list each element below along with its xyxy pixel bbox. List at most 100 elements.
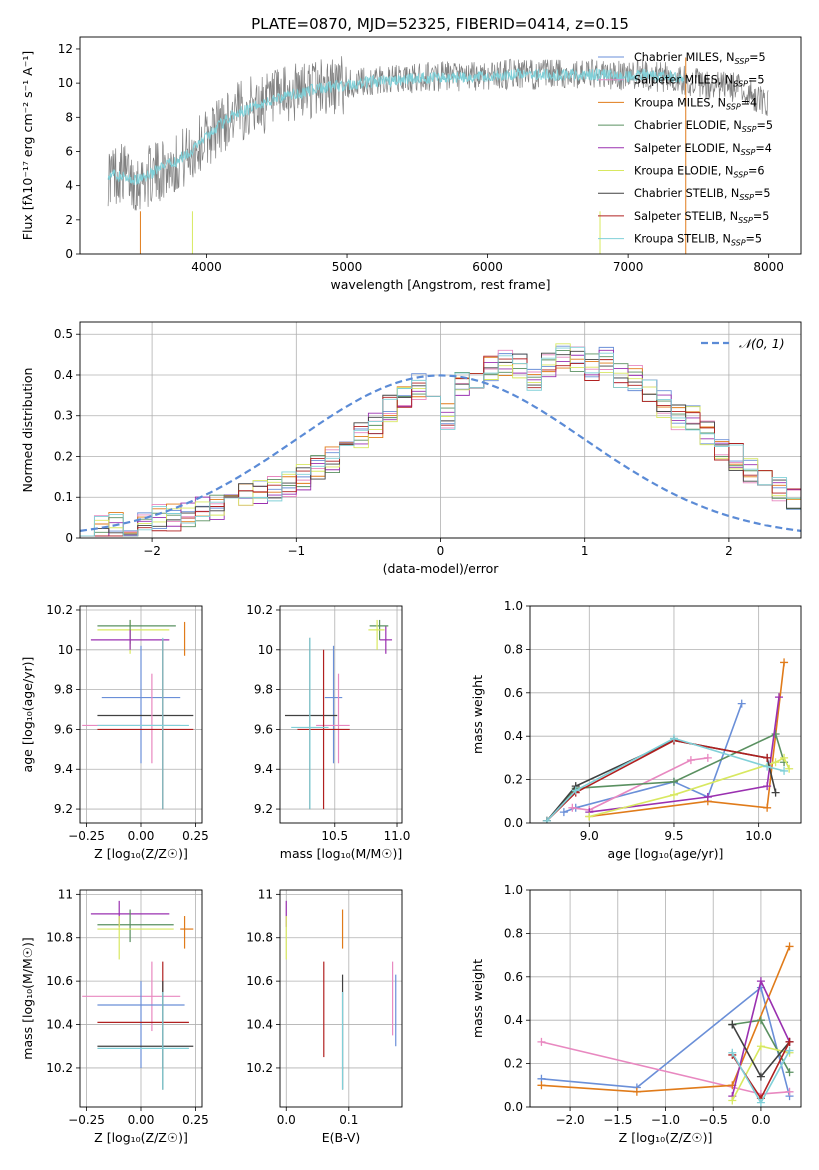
mass-vs-Z-xtick-label: −0.25 xyxy=(68,1113,105,1127)
mass-weight-vs-Z-ytick-label: 0.0 xyxy=(504,1100,523,1114)
residuals-ytick-label: 0.5 xyxy=(54,327,73,341)
age-vs-Z-panel: −0.25 0.00 0.25 9.2 9.4 9.6 9.8 10 10.2 Z [log₁₀(… xyxy=(20,603,209,861)
mass-vs-Z-ytick-label: 11 xyxy=(58,887,73,901)
mass-weight-vs-Z-point-marker xyxy=(728,1020,737,1029)
spectrum-xtick-label: 5000 xyxy=(332,260,363,274)
mass-weight-vs-age-point-marker xyxy=(771,758,780,767)
residual-histogram-line xyxy=(80,355,801,537)
mass-weight-vs-age-xlabel: age [log₁₀(age/yr)] xyxy=(608,846,724,861)
mass-weight-vs-Z-xtick-label: −2.0 xyxy=(556,1113,585,1127)
age-vs-mass-ytick-label: 9.2 xyxy=(254,802,273,816)
mass-weight-vs-age-point-marker xyxy=(585,812,594,821)
residuals-xtick-label: −2 xyxy=(143,544,161,558)
mass-weight-vs-Z-point-marker xyxy=(632,1087,641,1096)
spectrum-ytick-label: 6 xyxy=(65,144,73,158)
mass-weight-vs-age-point-marker xyxy=(568,803,577,812)
mass-weight-vs-age-ytick-label: 0.8 xyxy=(504,642,523,656)
mass-vs-EBV-xlabel: E(B-V) xyxy=(322,1130,361,1145)
mass-vs-EBV-ytick-label: 10.6 xyxy=(246,974,273,988)
spectrum-legend-entry: Chabrier MILES, NSSP=5 xyxy=(598,51,766,66)
mass-weight-vs-age-ylabel: mass weight xyxy=(470,675,485,754)
mass-weight-vs-Z-xtick-label: −1.0 xyxy=(651,1113,680,1127)
spectrum-xlabel: wavelength [Angstrom, rest frame] xyxy=(330,277,550,292)
residuals-xtick-label: 1 xyxy=(581,544,589,558)
mass-weight-vs-Z-point-marker xyxy=(756,1042,765,1051)
spectrum-series-line xyxy=(107,67,685,186)
mass-weight-vs-age-point-marker xyxy=(771,788,780,797)
age-vs-Z-plot-area xyxy=(82,619,194,810)
mass-vs-EBV-panel: 0.0 0.1 10.2 10.4 10.6 10.8 11 E(B-V) xyxy=(246,887,403,1145)
spectrum-ytick-label: 4 xyxy=(65,179,73,193)
mass-weight-vs-age-frame xyxy=(529,605,802,824)
mass-weight-vs-Z-ytick-label: 1.0 xyxy=(504,883,523,897)
mass-weight-vs-age-series-line xyxy=(589,696,780,813)
residuals-ylabel: Normed distribution xyxy=(20,368,35,493)
age-vs-Z-xtick-label: 0.00 xyxy=(128,829,155,843)
mass-weight-vs-age-point-marker xyxy=(669,777,678,786)
spectrum-legend-entry: Chabrier ELODIE, NSSP=5 xyxy=(598,119,773,134)
mass-weight-vs-age-point-marker xyxy=(571,786,580,795)
spectrum-legend-entry: Kroupa MILES, NSSP=4 xyxy=(598,96,757,111)
spectrum-ytick-label: 12 xyxy=(58,42,73,56)
spectrum-legend: Chabrier MILES, NSSP=5 Salpeter MILES, NS… xyxy=(598,51,773,248)
age-vs-mass-ytick-label: 9.6 xyxy=(254,722,273,736)
residuals-frame xyxy=(79,321,802,539)
mass-weight-vs-age-ytick-label: 1.0 xyxy=(504,599,523,613)
spectrum-legend-label: Salpeter MILES, NSSP=5 xyxy=(634,74,765,89)
mass-weight-vs-age-point-marker xyxy=(763,803,772,812)
residuals-xtick-label: 2 xyxy=(725,544,733,558)
mass-vs-EBV-ytick-label: 10.4 xyxy=(246,1018,273,1032)
spectrum-legend-label: Kroupa ELODIE, NSSP=6 xyxy=(634,165,765,180)
mass-weight-vs-age-point-marker xyxy=(703,792,712,801)
mass-vs-Z-ylabel: mass [log₁₀(M/M☉)] xyxy=(20,937,35,1059)
age-vs-Z-xlabel: Z [log₁₀(Z/Z☉)] xyxy=(94,846,188,861)
mass-weight-vs-age-ytick-label: 0.0 xyxy=(504,816,523,830)
spectrum-legend-entry: Kroupa ELODIE, NSSP=6 xyxy=(598,165,765,180)
mass-weight-vs-age-ytick-label: 0.6 xyxy=(504,686,523,700)
residuals-xtick-label: 0 xyxy=(437,544,445,558)
mass-weight-vs-age-point-marker xyxy=(771,730,780,739)
spectrum-panel: 4000 5000 6000 7000 8000 0 2 4 6 8 10 12 wavelength … xyxy=(20,36,802,292)
mass-weight-vs-Z-plot-area xyxy=(537,942,794,1107)
mass-vs-EBV-xtick-label: 0.1 xyxy=(339,1113,358,1127)
residuals-legend: 𝒩(0, 1) xyxy=(701,336,785,351)
age-vs-Z-ytick-label: 9.6 xyxy=(54,722,73,736)
mass-vs-EBV-ytick-label: 10.8 xyxy=(246,931,273,945)
mass-weight-vs-Z-ytick-label: 0.4 xyxy=(504,1013,523,1027)
age-vs-mass-frame xyxy=(279,605,403,824)
mass-weight-vs-age-series-line xyxy=(546,732,785,822)
mass-weight-vs-Z-point-marker xyxy=(756,1072,765,1081)
age-vs-Z-ytick-label: 9.8 xyxy=(54,683,73,697)
age-vs-mass-ytick-label: 9.8 xyxy=(254,683,273,697)
gaussian-reference-line xyxy=(80,374,801,532)
mass-vs-Z-xlabel: Z [log₁₀(Z/Z☉)] xyxy=(94,1130,188,1145)
spectrum-legend-entry: Salpeter ELODIE, NSSP=4 xyxy=(598,142,772,157)
mass-weight-vs-age-point-marker xyxy=(542,816,551,823)
mass-weight-vs-Z-series-line xyxy=(541,946,791,1093)
residuals-xlabel: (data-model)/error xyxy=(383,561,500,576)
spectrum-legend-label: Salpeter ELODIE, NSSP=4 xyxy=(634,142,772,157)
mass-weight-vs-Z-ylabel: mass weight xyxy=(470,959,485,1038)
spectrum-legend-label: Salpeter STELIB, NSSP=5 xyxy=(634,210,769,225)
mass-vs-EBV-frame xyxy=(279,889,403,1108)
mass-vs-Z-ytick-label: 10.2 xyxy=(46,1061,73,1075)
spectrum-xtick-label: 7000 xyxy=(613,260,644,274)
residuals-plot-area xyxy=(80,343,801,537)
mass-weight-vs-Z-point-marker xyxy=(537,1037,546,1046)
age-vs-Z-ylabel: age [log₁₀(age/yr)] xyxy=(20,657,35,773)
spectrum-ytick-label: 2 xyxy=(65,213,73,227)
mass-weight-vs-age-xtick-label: 9.0 xyxy=(580,829,599,843)
spectrum-ytick-label: 10 xyxy=(58,76,73,90)
mass-weight-vs-Z-point-marker xyxy=(537,1081,546,1090)
mass-vs-Z-ytick-label: 10.4 xyxy=(46,1018,73,1032)
residuals-ytick-label: 0.1 xyxy=(54,490,73,504)
figure-title: PLATE=0870, MJD=52325, FIBERID=0414, z=0… xyxy=(251,15,629,33)
mass-weight-vs-Z-point-marker xyxy=(785,1037,794,1046)
spectrum-legend-label: Kroupa MILES, NSSP=4 xyxy=(634,96,757,111)
mass-weight-vs-Z-panel: −2.0 −1.5 −1.0 −0.5 0.0 0.0 0.2 0.4 0.6 0.8 1.0 Z [… xyxy=(470,883,802,1145)
residuals-ytick-label: 0.3 xyxy=(54,409,73,423)
residuals-xtick-label: −1 xyxy=(287,544,305,558)
mass-vs-EBV-ytick-label: 10.2 xyxy=(246,1061,273,1075)
age-vs-mass-ytick-label: 10 xyxy=(258,643,273,657)
